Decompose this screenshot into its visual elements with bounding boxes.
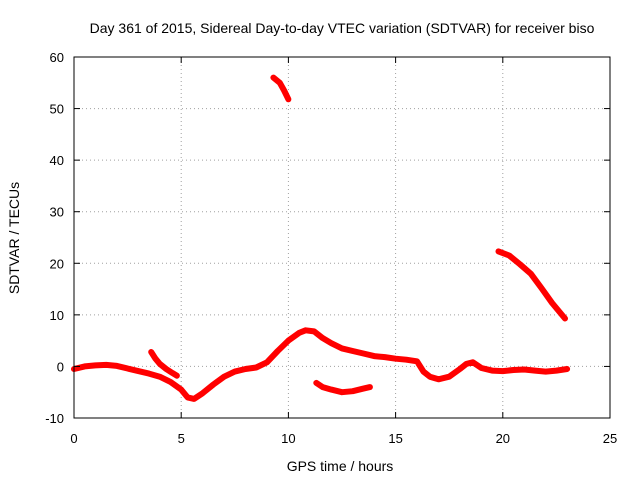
x-tick-label: 5 xyxy=(178,431,185,446)
y-tick-label: 10 xyxy=(50,308,64,323)
data-point xyxy=(281,87,287,94)
data-point xyxy=(167,379,174,385)
data-point xyxy=(495,248,502,255)
data-point xyxy=(328,340,334,346)
data-point xyxy=(174,373,180,379)
y-tick-label: 30 xyxy=(50,205,64,220)
data-point xyxy=(103,362,109,368)
data-point xyxy=(92,362,99,368)
data-point xyxy=(339,389,345,395)
plot-frame xyxy=(73,56,611,419)
data-point xyxy=(446,374,452,380)
data-point xyxy=(270,75,276,81)
data-point xyxy=(178,387,184,393)
data-point xyxy=(285,96,291,102)
series-arc-5 xyxy=(495,248,568,322)
data-point xyxy=(191,396,197,402)
data-point xyxy=(382,354,388,360)
y-tick-label: 40 xyxy=(50,153,64,168)
grid xyxy=(74,57,610,418)
data-point xyxy=(553,367,560,374)
data-point xyxy=(500,368,506,374)
data-point xyxy=(275,348,281,354)
x-tick-label: 20 xyxy=(496,431,510,446)
data-point xyxy=(82,363,88,370)
data-point xyxy=(157,361,163,367)
data-point xyxy=(242,366,249,372)
data-point xyxy=(328,387,334,393)
data-point xyxy=(427,374,433,380)
data-point xyxy=(200,390,206,396)
data-point xyxy=(393,356,399,362)
series-arc-3 xyxy=(270,74,292,103)
data-point xyxy=(371,353,377,359)
data-point xyxy=(360,350,367,357)
y-axis-label: SDTVAR / TECUs xyxy=(6,182,22,294)
data-point xyxy=(232,368,238,375)
data-point xyxy=(157,374,163,380)
data-point xyxy=(538,285,544,291)
data-point xyxy=(125,365,131,372)
data-point xyxy=(350,388,356,394)
data-point xyxy=(264,359,270,365)
data-point xyxy=(549,300,555,306)
x-tick-label: 10 xyxy=(281,431,295,446)
y-tick-label: 50 xyxy=(50,102,64,117)
data-point xyxy=(313,380,319,386)
data-point xyxy=(296,330,302,336)
data-point xyxy=(420,368,427,375)
data-point xyxy=(185,394,191,400)
data-point xyxy=(146,371,152,377)
data-point xyxy=(470,359,476,365)
data-point xyxy=(403,357,409,363)
data-point xyxy=(478,365,484,371)
data-point xyxy=(253,364,259,371)
data-point xyxy=(339,345,345,351)
data-point xyxy=(564,366,570,372)
data-point xyxy=(367,384,373,390)
data-point xyxy=(114,363,120,369)
data-series xyxy=(71,74,571,402)
data-point xyxy=(506,252,512,259)
data-point xyxy=(562,315,568,322)
data-point xyxy=(163,366,169,372)
data-point xyxy=(135,368,141,374)
data-point xyxy=(435,376,442,382)
x-tick-label: 25 xyxy=(603,431,617,446)
data-point xyxy=(360,386,367,392)
data-point xyxy=(302,327,309,333)
data-point xyxy=(170,370,176,376)
data-point xyxy=(148,349,154,355)
y-tick-label: 60 xyxy=(50,50,64,65)
data-point xyxy=(311,328,317,334)
x-axis-label: GPS time / hours xyxy=(287,458,394,474)
x-tick-label: 0 xyxy=(70,431,77,446)
axis-ticks: 0 5 10 15 20 25 -10 0 10 20 30 40 50 60 xyxy=(45,50,617,446)
data-point xyxy=(350,348,356,354)
y-tick-label: 0 xyxy=(57,359,64,374)
data-point xyxy=(528,271,534,277)
data-point xyxy=(517,261,523,267)
data-point xyxy=(489,367,495,374)
data-point xyxy=(510,367,517,373)
data-point xyxy=(210,381,216,388)
data-point xyxy=(277,80,283,86)
data-point xyxy=(463,361,469,367)
data-point xyxy=(521,366,527,373)
data-point xyxy=(320,335,326,341)
data-point xyxy=(152,356,159,362)
y-tick-label: -10 xyxy=(45,411,64,426)
chart-title: Day 361 of 2015, Sidereal Day-to-day VTE… xyxy=(90,20,595,36)
data-point xyxy=(285,338,291,344)
data-point xyxy=(532,367,538,374)
data-point xyxy=(414,358,420,364)
data-point xyxy=(221,374,227,380)
data-point xyxy=(457,366,463,372)
data-point xyxy=(320,384,326,390)
y-tick-label: 20 xyxy=(50,256,64,271)
data-point xyxy=(543,368,549,375)
x-tick-label: 15 xyxy=(388,431,402,446)
